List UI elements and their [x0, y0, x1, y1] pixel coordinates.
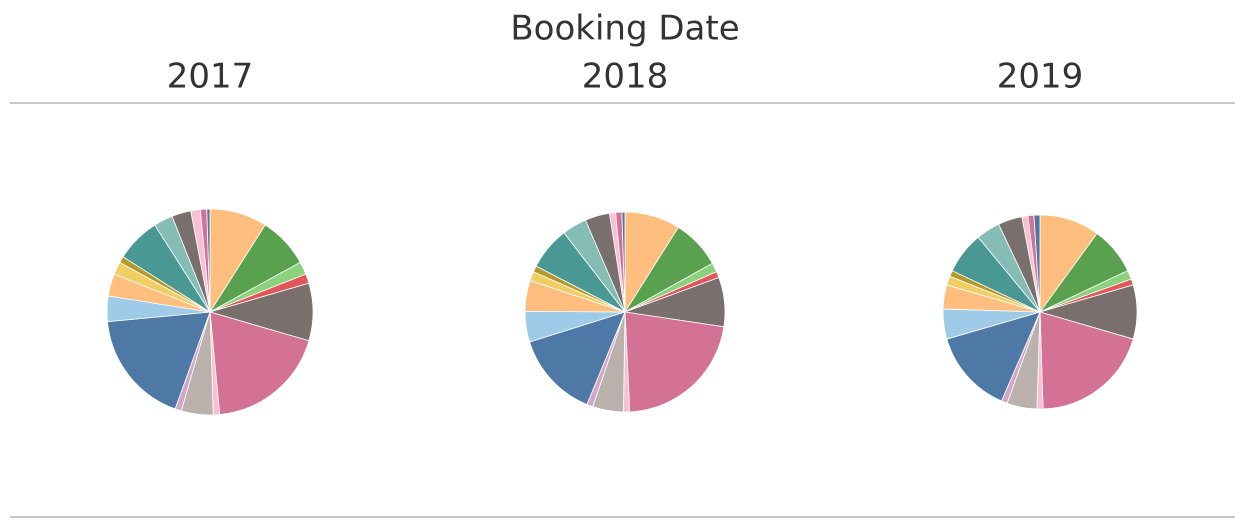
pie-slice — [621, 211, 626, 313]
pie-slice — [107, 311, 211, 410]
pie-slice — [1039, 311, 1134, 410]
pie-slice — [1033, 214, 1041, 313]
pie-title: 2019 — [997, 57, 1084, 97]
pie-title: 2018 — [582, 57, 669, 97]
pie-slice — [624, 311, 725, 413]
pie-slice — [206, 208, 211, 313]
pie-slice — [529, 311, 626, 405]
header: Booking Date — [510, 9, 739, 49]
pie-slice — [946, 311, 1041, 402]
pie-slice — [209, 311, 310, 415]
pie-title: 2017 — [167, 57, 254, 97]
